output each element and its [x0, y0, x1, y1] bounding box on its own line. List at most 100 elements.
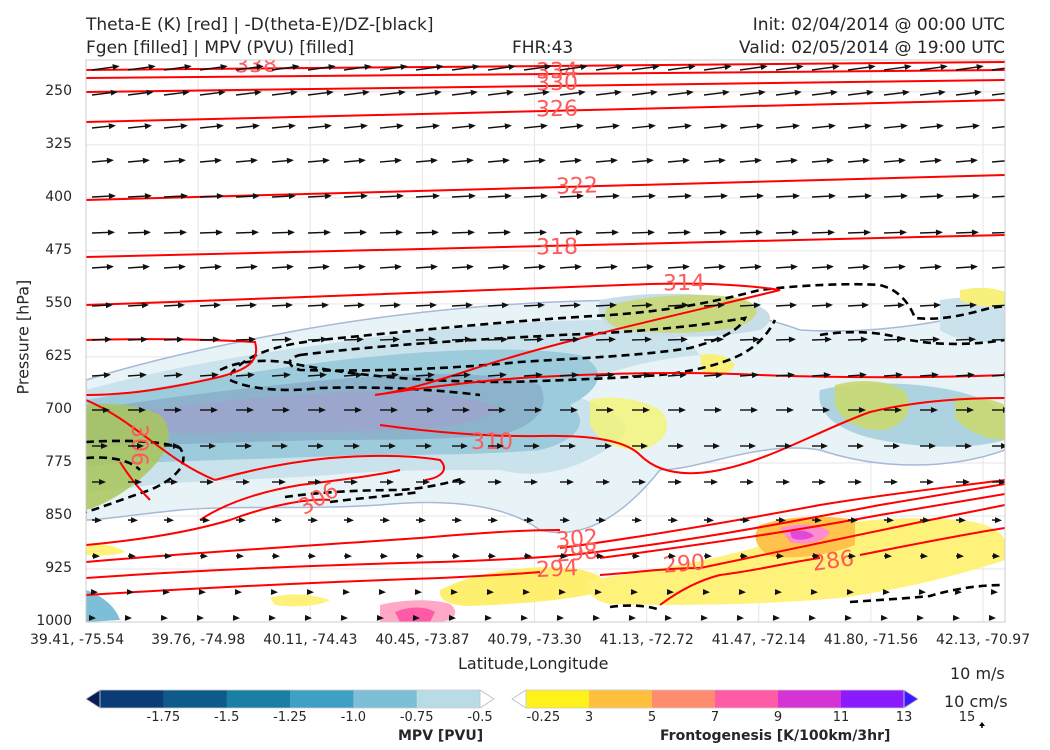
- wind-vector-head: [860, 336, 868, 343]
- wind-vector-head: [148, 64, 156, 71]
- wind-vector: [487, 91, 510, 96]
- wind-vector-head: [862, 263, 870, 270]
- wind-vector: [811, 231, 832, 234]
- wind-vector: [775, 65, 800, 71]
- wind-vector-head: [954, 588, 962, 595]
- wind-vector-head: [902, 89, 910, 96]
- wind-vector: [523, 125, 544, 129]
- wind-vectors: [88, 64, 1005, 621]
- wind-vector-head: [430, 157, 438, 164]
- plot-frame: [85, 59, 1006, 623]
- theta-e-contour-label: 298: [555, 539, 599, 568]
- wind-vector: [451, 65, 476, 71]
- wind-vector: [91, 231, 112, 234]
- wind-vector-head: [994, 517, 1002, 524]
- wind-vector-head: [173, 443, 180, 449]
- wind-vector-head: [610, 263, 618, 270]
- wind-vector: [523, 231, 544, 234]
- wind-vector-head: [249, 302, 257, 309]
- wind-vector: [667, 125, 688, 129]
- wind-vector-head: [450, 588, 458, 595]
- wind-vector: [775, 91, 798, 96]
- wind-vector: [775, 231, 796, 234]
- wind-vector-head: [270, 588, 278, 595]
- wind-vector: [991, 195, 1005, 198]
- wind-vector-head: [166, 517, 174, 524]
- wind-vector-head: [580, 64, 588, 71]
- wind-vector-head: [666, 588, 674, 595]
- wind-vector-head: [976, 64, 984, 71]
- wind-vector-head: [668, 553, 676, 560]
- wind-vector-head: [900, 123, 908, 130]
- wind-vector-head: [213, 302, 221, 309]
- wind-vector: [271, 266, 291, 269]
- wind-vector: [523, 65, 548, 71]
- wind-vector-head: [137, 443, 144, 449]
- wind-vector-head: [576, 193, 584, 200]
- wind-vector-head: [395, 229, 403, 236]
- wind-vector-head: [755, 229, 763, 236]
- fgen-colorbar-tick-label: 15: [958, 710, 976, 725]
- wind-vector-head: [214, 157, 222, 164]
- wind-vector: [595, 91, 618, 96]
- wind-vector-head: [520, 614, 528, 621]
- wind-vector-head: [968, 336, 976, 343]
- wind-vector-head: [830, 89, 838, 96]
- wind-vector-head: [177, 302, 185, 309]
- wind-vector-head: [963, 479, 970, 485]
- wind-vector: [919, 125, 940, 129]
- wind-vector-head: [389, 443, 396, 449]
- wind-vector-head: [569, 443, 576, 449]
- wind-vector-head: [323, 229, 331, 236]
- wind-vector-head: [468, 123, 476, 130]
- wind-vector-head: [683, 229, 691, 236]
- x-tick-label: 41.80, -71.56: [823, 632, 918, 648]
- mpv-colorbar-tick-label: -0.25: [526, 710, 561, 725]
- wind-vector: [811, 91, 834, 96]
- mpv-fill-layer: [86, 287, 1005, 622]
- wind-vector-head: [778, 517, 786, 524]
- wind-vector-head: [935, 229, 943, 236]
- wind-vector-head: [578, 89, 586, 96]
- wind-vector-head: [418, 517, 426, 524]
- wind-vector: [919, 231, 940, 234]
- wind-vector: [667, 65, 692, 71]
- wind-vector-head: [139, 372, 147, 379]
- y-tick-label: 250: [45, 82, 72, 99]
- wind-vector: [991, 160, 1005, 163]
- wind-vector: [739, 195, 761, 198]
- wind-vector-head: [317, 443, 324, 449]
- wind-vector-head: [900, 193, 908, 200]
- wind-vector: [163, 125, 184, 129]
- wind-vector-head: [198, 588, 206, 595]
- wind-vector: [883, 91, 906, 96]
- wind-vector-head: [281, 443, 288, 449]
- wind-vector-head: [112, 64, 120, 71]
- wind-vector-head: [936, 123, 944, 130]
- wind-vector: [883, 195, 905, 198]
- wind-vector-head: [574, 263, 582, 270]
- wind-vector-head: [356, 336, 364, 343]
- wind-vector-head: [992, 553, 1000, 560]
- wind-vector-head: [236, 553, 244, 560]
- wind-vector-head: [571, 372, 579, 379]
- wind-vector: [199, 125, 220, 129]
- wind-vector-head: [88, 614, 96, 621]
- wind-vector-head: [431, 229, 439, 236]
- wind-vector: [631, 195, 653, 198]
- wind-vector: [415, 231, 436, 234]
- wind-vector: [883, 231, 904, 234]
- wind-vector-head: [499, 372, 507, 379]
- wind-vector-head: [536, 336, 544, 343]
- wind-vector-head: [828, 123, 836, 130]
- wind-vector-head: [364, 64, 372, 71]
- wind-vector: [235, 65, 260, 71]
- wind-vector: [739, 125, 760, 129]
- wind-vector-head: [143, 229, 151, 236]
- wind-vector: [631, 91, 654, 96]
- mpv-colorbar-title: MPV [PVU]: [398, 728, 484, 744]
- wind-vector-head: [531, 479, 538, 485]
- wind-vector-head: [814, 517, 822, 524]
- wind-vector: [991, 67, 1005, 71]
- gradient-dashed-contours: [86, 282, 1005, 612]
